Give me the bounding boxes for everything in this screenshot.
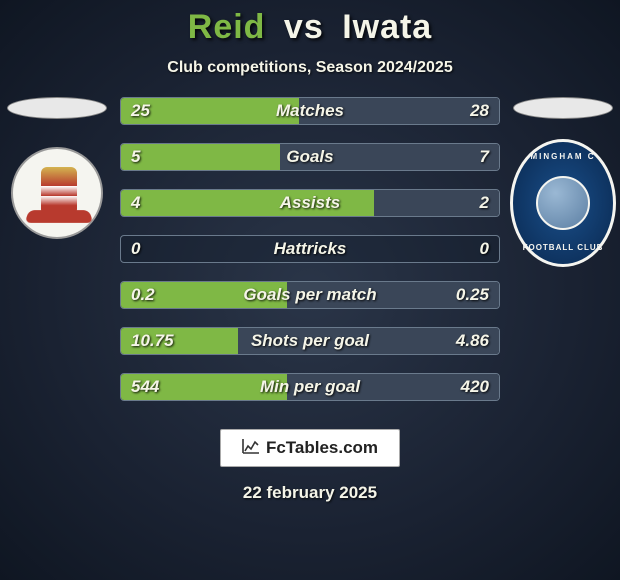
comparison-content: 2528Matches 57Goals 42Assists 00Hattricks 0.… bbox=[0, 97, 620, 401]
comparison-title: Reid vs Iwata bbox=[0, 0, 620, 47]
stat-label: Hattricks bbox=[121, 236, 499, 262]
stat-label: Matches bbox=[121, 98, 499, 124]
stat-label: Assists bbox=[121, 190, 499, 216]
player2-flag-icon bbox=[513, 97, 613, 119]
stat-bars: 2528Matches 57Goals 42Assists 00Hattricks 0.… bbox=[120, 97, 500, 401]
comparison-date: 22 february 2025 bbox=[0, 483, 620, 503]
brand-logo: FcTables.com bbox=[220, 429, 400, 467]
stat-row: 0.20.25Goals per match bbox=[120, 281, 500, 309]
crest-text-bottom: FOOTBALL CLUB bbox=[523, 243, 604, 252]
stat-row: 2528Matches bbox=[120, 97, 500, 125]
brand-text: FcTables.com bbox=[266, 438, 378, 458]
vs-label: vs bbox=[284, 8, 324, 46]
player2-side: MINGHAM C FOOTBALL CLUB bbox=[508, 97, 618, 267]
crest-text-top: MINGHAM C bbox=[530, 152, 595, 161]
player2-name: Iwata bbox=[342, 8, 432, 46]
globe-icon bbox=[536, 176, 590, 230]
stat-label: Shots per goal bbox=[121, 328, 499, 354]
stat-row: 00Hattricks bbox=[120, 235, 500, 263]
season-subtitle: Club competitions, Season 2024/2025 bbox=[0, 59, 620, 77]
stat-row: 57Goals bbox=[120, 143, 500, 171]
player2-club-crest-icon: MINGHAM C FOOTBALL CLUB bbox=[510, 139, 616, 267]
stat-row: 42Assists bbox=[120, 189, 500, 217]
player1-flag-icon bbox=[7, 97, 107, 119]
stat-label: Goals bbox=[121, 144, 499, 170]
player1-club-crest-icon bbox=[11, 147, 103, 239]
chart-icon bbox=[242, 438, 260, 459]
stat-label: Goals per match bbox=[121, 282, 499, 308]
player1-name: Reid bbox=[188, 8, 266, 46]
stat-row: 544420Min per goal bbox=[120, 373, 500, 401]
stat-label: Min per goal bbox=[121, 374, 499, 400]
stat-row: 10.754.86Shots per goal bbox=[120, 327, 500, 355]
player1-side bbox=[2, 97, 112, 239]
